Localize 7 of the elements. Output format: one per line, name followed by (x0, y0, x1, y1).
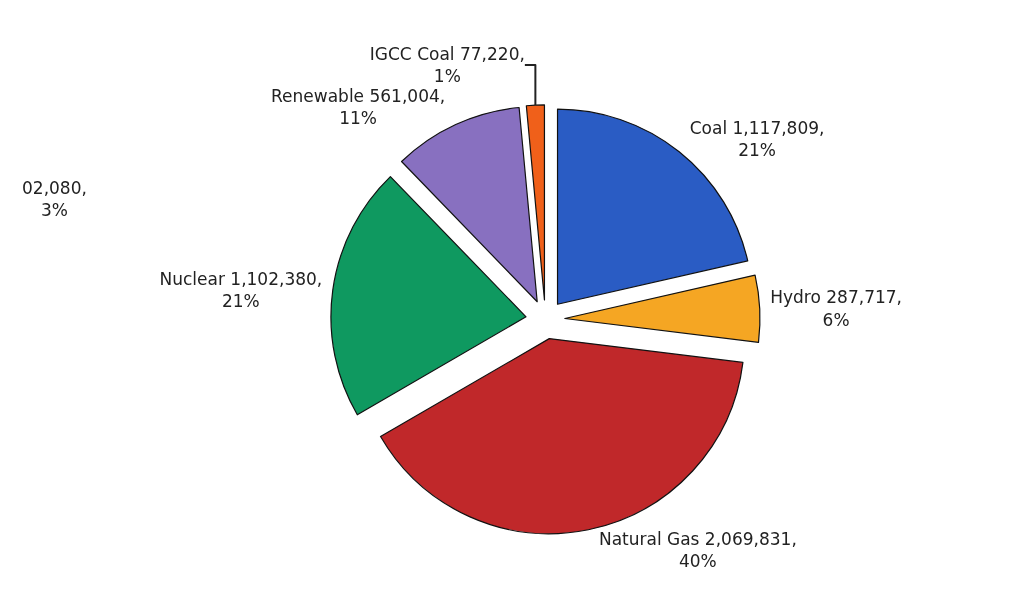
slice-label: Renewable 561,004, 11% (271, 86, 446, 129)
slice-label: Hydro 287,717, 6% (770, 287, 902, 330)
slice-label: Coal 1,117,809, 21% (689, 117, 825, 160)
slice-label: Nuclear 1,102,380, 21% (159, 268, 323, 311)
slice-label: Natural Gas 2,069,831, 40% (598, 528, 797, 572)
slice-label: IGCC Coal 77,220, 1% (369, 43, 525, 87)
text: 02,080, 3% (22, 178, 87, 221)
